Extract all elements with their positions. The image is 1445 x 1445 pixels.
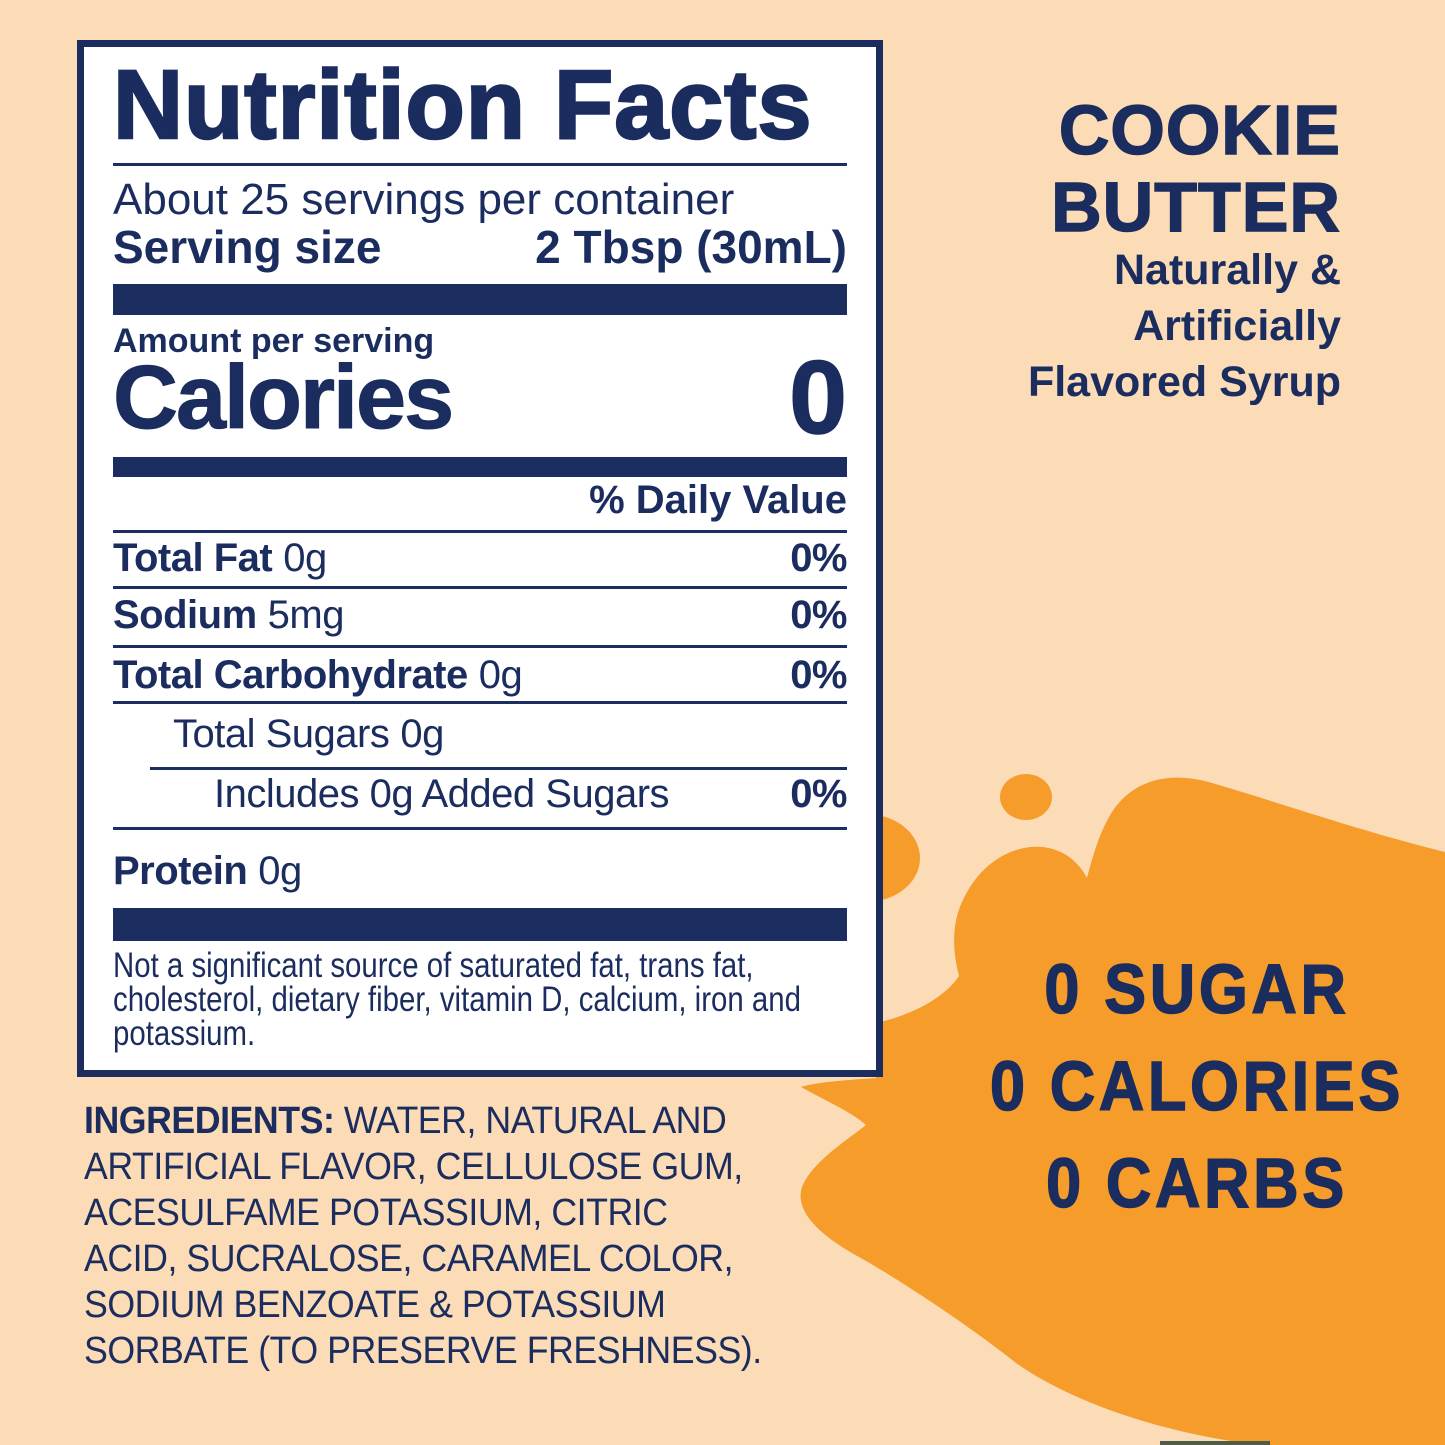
nutrient-name: Sodium bbox=[113, 593, 257, 637]
nutrient-row-total-fat: Total Fat 0g 0% bbox=[113, 538, 847, 578]
serving-size-value: 2 Tbsp (30mL) bbox=[535, 221, 847, 273]
claim-zero-calories: 0 CALORIES bbox=[989, 1046, 1405, 1126]
nutrient-dv: 0% bbox=[790, 653, 847, 697]
divider bbox=[113, 645, 847, 648]
divider bbox=[113, 586, 847, 589]
divider-indented bbox=[150, 767, 847, 770]
splash-droplet-icon bbox=[1000, 774, 1052, 820]
footnote-text: Not a significant source of saturated fa… bbox=[113, 946, 801, 1053]
nutrient-dv: 0% bbox=[790, 593, 847, 637]
serving-size-row: Serving size 2 Tbsp (30mL) bbox=[113, 224, 847, 270]
nutrient-amount: 0g bbox=[478, 653, 523, 697]
calories-label: Calories bbox=[112, 348, 454, 448]
amount-per-serving: Amount per serving bbox=[113, 322, 435, 360]
nutrient-name: Includes 0g Added Sugars bbox=[214, 772, 670, 816]
nutrient-amount: 5mg bbox=[267, 593, 345, 637]
benefits-claims: 0 SUGAR 0 CALORIES 0 CARBS bbox=[972, 941, 1422, 1232]
ingredients-list: WATER, NATURAL AND ARTIFICIAL FLAVOR, CE… bbox=[84, 1100, 762, 1372]
ingredients-text: INGREDIENTS: WATER, NATURAL AND ARTIFICI… bbox=[84, 1098, 798, 1374]
flavor-subtitle: Naturally & Artificially Flavored Syrup bbox=[1027, 246, 1341, 406]
nutrient-row-total-carbohydrate: Total Carbohydrate 0g 0% bbox=[113, 655, 847, 695]
claim-zero-carbs: 0 CARBS bbox=[1045, 1143, 1348, 1223]
thick-bar bbox=[113, 908, 847, 941]
nutrient-name: Protein bbox=[113, 849, 248, 893]
bottom-edge-artifact bbox=[1160, 1441, 1270, 1445]
nutrient-name: Total Sugars bbox=[173, 712, 390, 756]
nutrient-amount: 0g bbox=[400, 712, 444, 756]
ingredients-heading: INGREDIENTS: bbox=[84, 1100, 335, 1142]
nutrient-dv: 0% bbox=[790, 772, 847, 816]
splash-main-shape bbox=[800, 777, 1445, 1445]
nutrient-row-added-sugars: Includes 0g Added Sugars 0% bbox=[214, 774, 847, 814]
nutrient-row-sodium: Sodium 5mg 0% bbox=[113, 595, 847, 635]
nutrient-name: Total Carbohydrate bbox=[113, 653, 468, 697]
nutrient-row-total-sugars: Total Sugars 0g bbox=[173, 714, 847, 754]
flavor-name: COOKIE BUTTER bbox=[1050, 91, 1341, 247]
divider bbox=[113, 827, 847, 830]
serving-size-label: Serving size bbox=[113, 221, 382, 273]
thick-bar bbox=[113, 284, 847, 315]
divider bbox=[113, 530, 847, 533]
thick-bar bbox=[113, 457, 847, 477]
title-divider bbox=[113, 163, 847, 166]
nutrition-facts-title: Nutrition Facts bbox=[112, 50, 813, 159]
daily-value-header: % Daily Value bbox=[589, 478, 847, 522]
nutrient-row-protein: Protein 0g bbox=[113, 851, 847, 891]
nutrition-facts-label: Nutrition Facts About 25 servings per co… bbox=[77, 40, 883, 1077]
nutrient-dv: 0% bbox=[790, 536, 847, 580]
claim-zero-sugar: 0 SUGAR bbox=[1044, 949, 1350, 1029]
nutrient-amount: 0g bbox=[258, 849, 302, 893]
calories-value: 0 bbox=[788, 340, 847, 456]
flavor-title-block: COOKIE BUTTER Naturally & Artificially F… bbox=[1027, 91, 1341, 410]
servings-per-container: About 25 servings per container bbox=[113, 175, 735, 224]
nutrient-amount: 0g bbox=[283, 536, 327, 580]
nutrient-name: Total Fat bbox=[113, 536, 273, 580]
divider bbox=[113, 701, 847, 704]
